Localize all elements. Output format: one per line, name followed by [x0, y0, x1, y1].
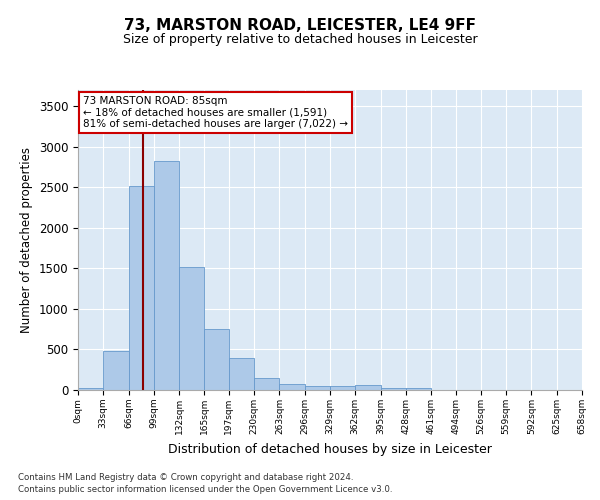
Bar — [254, 378, 280, 390]
Bar — [205, 329, 229, 390]
Text: Contains HM Land Registry data © Crown copyright and database right 2024.: Contains HM Land Registry data © Crown c… — [18, 472, 353, 482]
Y-axis label: Number of detached properties: Number of detached properties — [20, 147, 33, 333]
Bar — [330, 386, 355, 390]
Bar — [179, 267, 205, 390]
Bar — [355, 385, 380, 390]
Text: 73, MARSTON ROAD, LEICESTER, LE4 9FF: 73, MARSTON ROAD, LEICESTER, LE4 9FF — [124, 18, 476, 32]
Bar — [229, 358, 254, 390]
Bar — [280, 384, 305, 390]
Text: Size of property relative to detached houses in Leicester: Size of property relative to detached ho… — [122, 32, 478, 46]
Bar — [154, 162, 179, 390]
Bar — [305, 386, 330, 390]
Bar — [406, 388, 431, 390]
Bar — [103, 351, 128, 390]
Text: 73 MARSTON ROAD: 85sqm
← 18% of detached houses are smaller (1,591)
81% of semi-: 73 MARSTON ROAD: 85sqm ← 18% of detached… — [83, 96, 348, 129]
Bar — [78, 388, 103, 390]
Bar — [380, 388, 406, 390]
Bar — [128, 186, 154, 390]
Text: Contains public sector information licensed under the Open Government Licence v3: Contains public sector information licen… — [18, 485, 392, 494]
Text: Distribution of detached houses by size in Leicester: Distribution of detached houses by size … — [168, 442, 492, 456]
